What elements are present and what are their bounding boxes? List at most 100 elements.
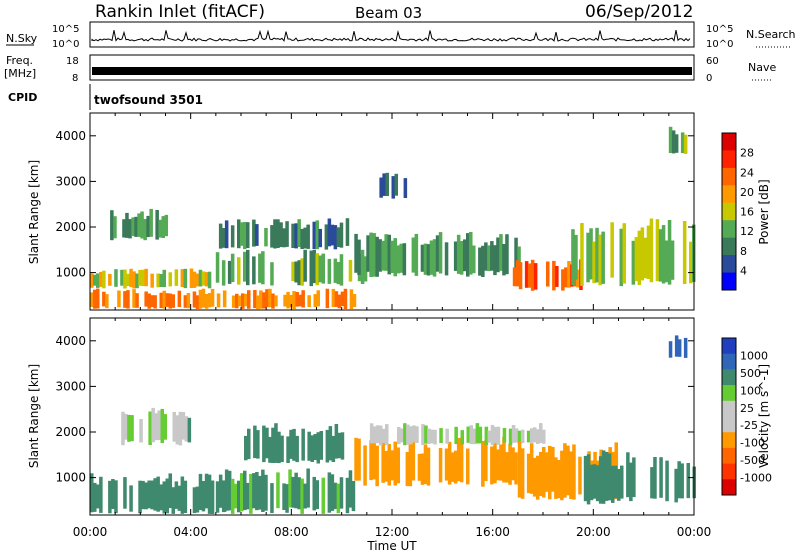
heatmap-cell [481, 441, 485, 487]
heatmap-cell [659, 457, 663, 498]
heatmap-cell [390, 450, 395, 481]
colorbar-swatch [722, 369, 736, 386]
heatmap-cell [198, 269, 203, 287]
nave-tick-top: 60 [706, 56, 719, 67]
heatmap-cell [411, 237, 416, 273]
heatmap-cell [157, 410, 161, 441]
heatmap-cell [134, 216, 138, 237]
heatmap-cell [366, 235, 370, 272]
heatmap-cell [262, 292, 266, 309]
heatmap-cell [155, 210, 159, 240]
heatmap-cell [670, 240, 675, 280]
heatmap-cell [601, 450, 606, 504]
time-tick-label: 04:00 [173, 525, 208, 539]
heatmap-cell [303, 249, 307, 282]
heatmap-cell [171, 294, 176, 308]
heatmap-cell [172, 412, 177, 442]
heatmap-cell [343, 288, 348, 309]
heatmap-cell [445, 428, 449, 444]
heatmap-cell [316, 290, 321, 307]
heatmap-cell [595, 465, 600, 502]
heatmap-cell [230, 478, 235, 514]
heatmap-cell [484, 426, 489, 445]
heatmap-cell [432, 239, 437, 277]
heatmap-cell [315, 480, 320, 510]
heatmap-cell [487, 245, 491, 272]
heatmap-cell [161, 216, 166, 238]
heatmap-cell [586, 454, 591, 505]
heatmap-cell [560, 450, 564, 501]
heatmap-cell [160, 408, 165, 443]
heatmap-cell [259, 290, 263, 309]
heatmap-cell [532, 427, 537, 443]
heatmap-cell [447, 441, 452, 485]
heatmap-cell [183, 295, 188, 308]
heatmap-cell [246, 222, 250, 248]
freq-tick-top: 18 [66, 56, 79, 67]
colorbar-tick-label: 1000 [740, 349, 768, 362]
colorbar-swatch [722, 255, 736, 273]
heatmap-cell [271, 293, 275, 309]
power-ylabel: Slant Range [km] [27, 160, 41, 264]
colorbar-tick-label: 100 [740, 384, 761, 397]
heatmap-cell [123, 269, 127, 289]
heatmap-cell [354, 233, 358, 273]
heatmap-cell [394, 173, 399, 196]
nave-label: Nave [748, 61, 776, 74]
heatmap-cell [526, 453, 531, 494]
heatmap-cell [686, 463, 691, 499]
colorbar-tick-label: 24 [740, 166, 754, 179]
heatmap-cell [339, 477, 344, 509]
heatmap-cell [144, 291, 148, 307]
heatmap-cell [375, 445, 379, 487]
heatmap-cell [135, 293, 139, 308]
heatmap-cell [93, 482, 97, 512]
heatmap-cell [533, 263, 538, 290]
heatmap-cell [336, 227, 341, 247]
heatmap-cell [331, 288, 336, 307]
heatmap-cell [265, 289, 269, 308]
heatmap-cell [387, 444, 392, 486]
colorbar-swatch [722, 202, 736, 221]
heatmap-cell [288, 469, 292, 508]
heatmap-cell [237, 257, 241, 285]
heatmap-cell [303, 483, 307, 509]
heatmap-cell [96, 273, 100, 288]
heatmap-cell [135, 273, 139, 289]
heatmap-cell [567, 261, 571, 288]
heatmap-cell [298, 294, 302, 307]
heatmap-cell [339, 254, 344, 286]
date-title: 06/Sep/2012 [585, 2, 693, 22]
heatmap-cell [459, 437, 464, 483]
heatmap-cell [294, 472, 298, 509]
heatmap-cell [403, 423, 407, 446]
heatmap-cell [117, 290, 121, 308]
heatmap-cell [456, 234, 461, 274]
heatmap-cell [244, 293, 248, 307]
colorbar-tick-label: -1000 [740, 472, 772, 485]
heatmap-cell [201, 271, 206, 286]
beam-title: Beam 03 [355, 4, 422, 22]
nsky-panel [89, 21, 695, 48]
heatmap-cell [295, 292, 299, 307]
heatmap-cell [123, 291, 127, 308]
heatmap-cell [664, 240, 669, 283]
heatmap-cell [227, 470, 232, 511]
heatmap-cell [334, 291, 339, 307]
nsky-line [91, 29, 691, 42]
nsearch-label: N.Search [746, 28, 796, 41]
heatmap-cell [337, 432, 342, 459]
heatmap-cell [120, 269, 124, 286]
heatmap-cell [378, 239, 382, 272]
cpid-value: twofsound 3501 [94, 93, 203, 107]
heatmap-cell [412, 425, 416, 443]
heatmap-cell [526, 430, 531, 443]
colorbar-swatch [722, 353, 736, 370]
heatmap-cell [264, 228, 268, 247]
heatmap-cell [402, 243, 407, 276]
heatmap-cell [313, 434, 318, 460]
heatmap-cell [610, 222, 614, 278]
heatmap-cell [397, 427, 401, 445]
heatmap-cell [466, 426, 471, 443]
colorbar-swatch [722, 220, 736, 239]
